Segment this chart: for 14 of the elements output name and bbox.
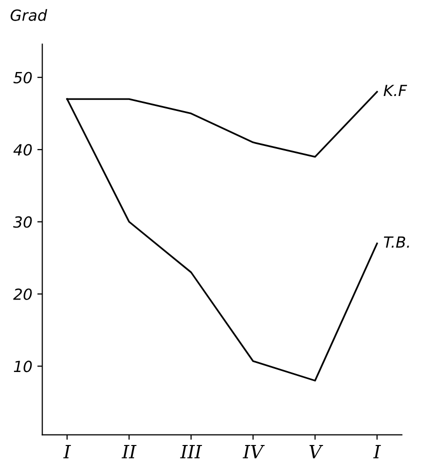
- series-label: T.B.: [384, 236, 409, 248]
- y-tick-label: 20: [13, 288, 32, 300]
- x-tick-label: I: [63, 445, 71, 458]
- y-axis-title: Grad: [10, 9, 48, 21]
- y-tick-label: 50: [13, 72, 32, 84]
- series-label: K.F: [384, 84, 408, 96]
- x-tick-label: IV: [242, 445, 265, 458]
- y-tick-label: 40: [13, 144, 32, 156]
- x-tick-label: I: [373, 445, 381, 458]
- x-tick-label: II: [122, 445, 137, 458]
- y-tick-label: 30: [13, 216, 32, 228]
- x-tick-label: III: [180, 445, 202, 458]
- x-tick-label: V: [309, 445, 324, 458]
- y-tick-label: 10: [14, 360, 32, 372]
